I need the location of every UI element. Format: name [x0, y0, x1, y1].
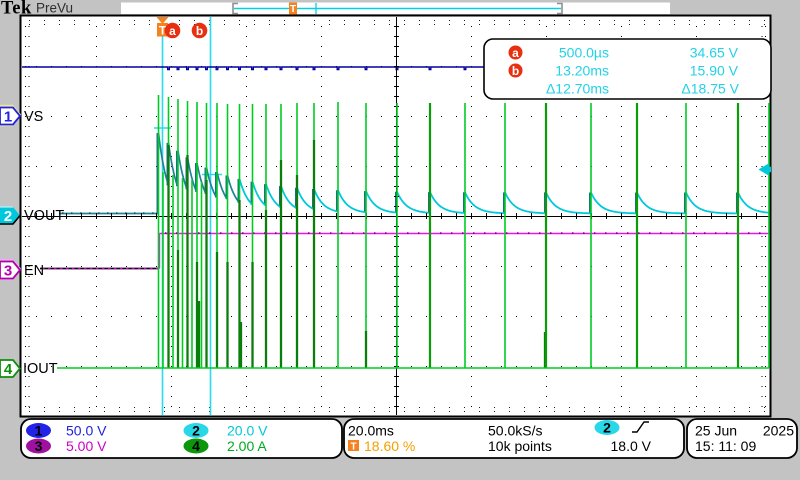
svg-text:Δ18.75 V: Δ18.75 V — [681, 81, 739, 97]
svg-text:Δ12.70ms: Δ12.70ms — [546, 81, 609, 97]
svg-text:1: 1 — [35, 423, 43, 439]
svg-text:13.20ms: 13.20ms — [555, 63, 609, 79]
svg-text:PreVu: PreVu — [36, 1, 73, 16]
svg-text:4: 4 — [4, 361, 13, 378]
svg-text:EN: EN — [24, 263, 44, 279]
svg-text:15.90 V: 15.90 V — [690, 63, 739, 79]
svg-text:2: 2 — [603, 420, 611, 436]
svg-text:18.0 V: 18.0 V — [611, 438, 652, 454]
svg-text:a: a — [169, 24, 176, 38]
svg-text:4: 4 — [192, 438, 200, 454]
svg-text:VOUT: VOUT — [24, 208, 64, 224]
svg-text:T: T — [350, 442, 356, 453]
svg-text:1: 1 — [4, 109, 12, 126]
svg-text:20.0 V: 20.0 V — [227, 423, 268, 439]
svg-text:2: 2 — [4, 208, 12, 225]
svg-text:18.60 %: 18.60 % — [364, 438, 415, 454]
svg-text:15: 11: 09: 15: 11: 09 — [695, 438, 756, 454]
svg-text:20.0ms: 20.0ms — [348, 423, 394, 439]
svg-text:T: T — [159, 24, 167, 38]
svg-text:500.0µs: 500.0µs — [559, 45, 609, 61]
svg-text:2025: 2025 — [763, 423, 794, 439]
svg-text:b: b — [512, 64, 519, 78]
svg-text:10k points: 10k points — [488, 438, 552, 454]
svg-text:IOUT: IOUT — [23, 361, 58, 377]
svg-text:b: b — [196, 24, 203, 38]
svg-text:Tek: Tek — [1, 0, 32, 19]
svg-text:5.00 V: 5.00 V — [66, 438, 107, 454]
svg-text:25 Jun: 25 Jun — [695, 423, 737, 439]
svg-text:3: 3 — [4, 263, 12, 280]
svg-text:50.0kS/s: 50.0kS/s — [488, 423, 542, 439]
svg-text:2.00 A: 2.00 A — [227, 438, 267, 454]
svg-text:50.0 V: 50.0 V — [66, 423, 107, 439]
svg-text:VS: VS — [24, 109, 43, 125]
svg-text:3: 3 — [35, 438, 43, 454]
svg-text:2: 2 — [192, 423, 200, 439]
svg-text:34.65 V: 34.65 V — [690, 45, 739, 61]
svg-text:a: a — [512, 46, 519, 60]
svg-text:T: T — [290, 4, 296, 15]
